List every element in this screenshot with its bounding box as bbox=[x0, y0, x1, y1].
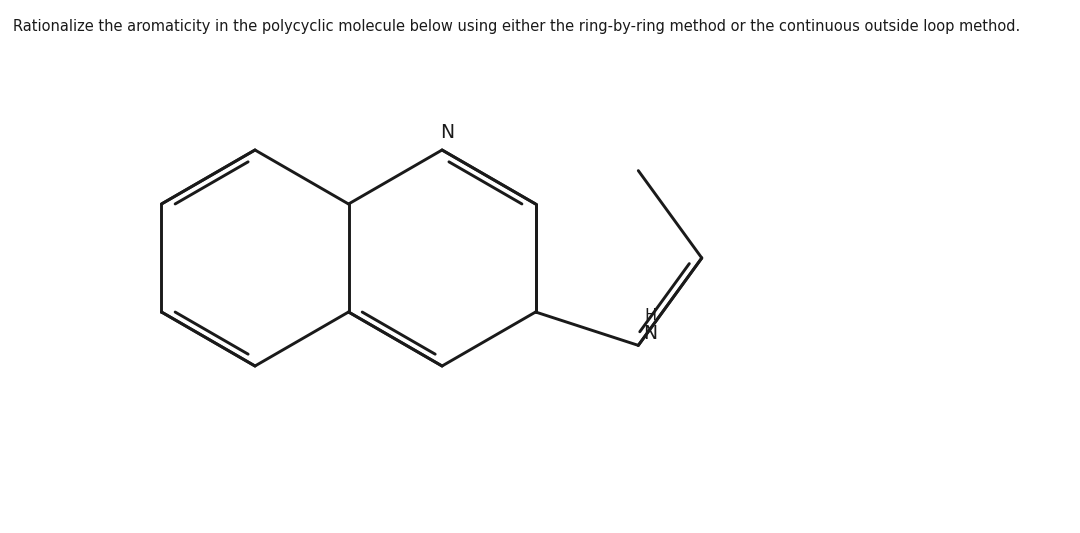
Text: H: H bbox=[645, 309, 657, 324]
Text: Rationalize the aromaticity in the polycyclic molecule below using either the ri: Rationalize the aromaticity in the polyc… bbox=[13, 19, 1021, 34]
Text: N: N bbox=[644, 325, 658, 343]
Text: N: N bbox=[440, 123, 454, 142]
